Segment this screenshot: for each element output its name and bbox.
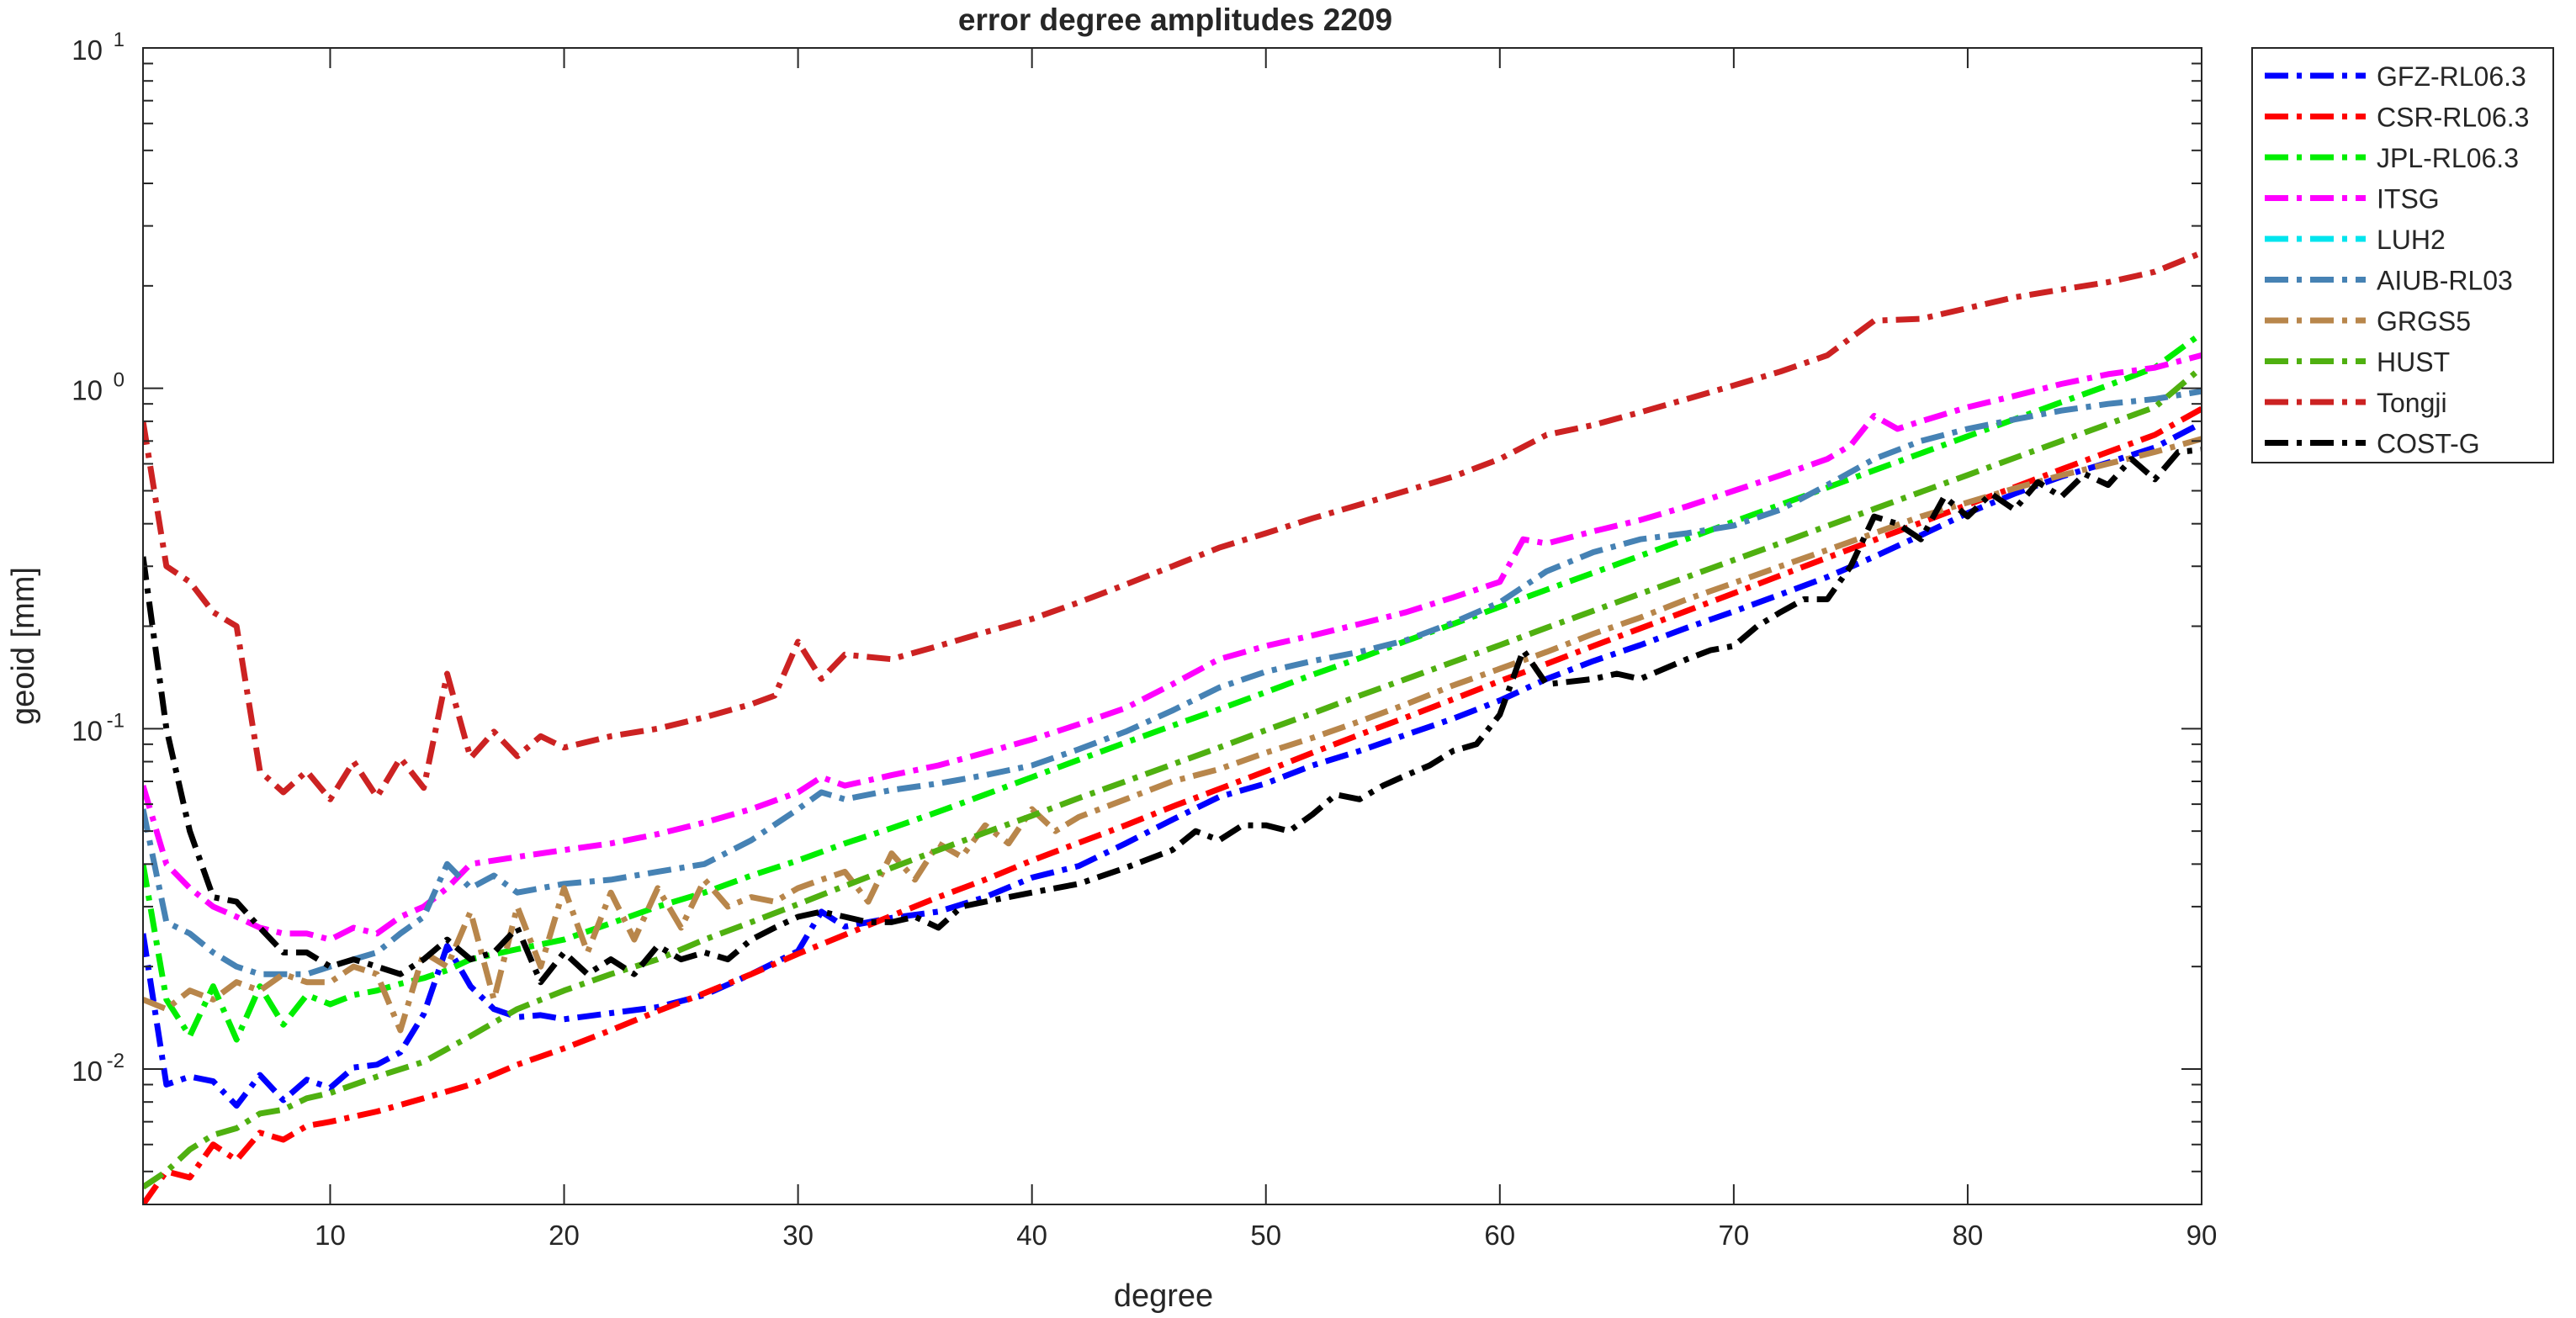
y-tick-label: 10 [72, 375, 103, 406]
chart-title: error degree amplitudes 2209 [958, 3, 1392, 37]
x-tick-label: 80 [1953, 1220, 1984, 1251]
x-tick-label: 50 [1250, 1220, 1281, 1251]
plot-frame [142, 47, 2202, 1205]
y-tick-exponent: 1 [114, 29, 125, 51]
y-tick-label: 10 [72, 34, 103, 66]
series-line-tongji [143, 250, 2202, 802]
series-layer [143, 250, 2202, 1204]
plot-area [143, 48, 2202, 1204]
legend-label: GFZ-RL06.3 [2377, 61, 2526, 92]
y-tick-label: 10 [72, 715, 103, 746]
series-line-grgs5 [143, 436, 2202, 1034]
legend-label: JPL-RL06.3 [2377, 143, 2519, 173]
x-tick-label: 70 [1719, 1220, 1750, 1251]
x-tick-label: 10 [315, 1220, 346, 1251]
legend-label: LUH2 [2377, 225, 2446, 255]
legend-label: AIUB-RL03 [2377, 266, 2513, 296]
x-tick-label: 60 [1484, 1220, 1515, 1251]
series-line-hust [143, 365, 2202, 1190]
x-tick-label: 30 [782, 1220, 814, 1251]
x-tick-label: 90 [2186, 1220, 2218, 1251]
legend-box [2251, 47, 2554, 463]
y-axis-label: geoid [mm] [6, 567, 41, 725]
y-tick-label: 10 [72, 1056, 103, 1087]
legend-label: COST-G [2377, 429, 2480, 459]
x-tick-label: 40 [1016, 1220, 1047, 1251]
series-line-aiub-rl03 [143, 388, 2202, 977]
series-line-csr-rl06-3 [143, 406, 2202, 1204]
legend-label: GRGS5 [2377, 306, 2471, 336]
x-tick-label: 20 [549, 1220, 580, 1251]
x-axis-label: degree [1114, 1278, 1213, 1314]
y-tick-exponent: -1 [107, 709, 125, 732]
legend-label: ITSG [2377, 184, 2440, 214]
legend: GFZ-RL06.3 CSR-RL06.3 JPL-RL06.3 ITSG LUH2 AI… [2251, 47, 2554, 463]
legend-label: CSR-RL06.3 [2377, 103, 2529, 133]
legend-label: Tongji [2377, 388, 2447, 418]
y-tick-exponent: 0 [114, 369, 125, 392]
series-line-cost-g [143, 447, 2202, 986]
y-tick-exponent: -2 [107, 1050, 125, 1072]
legend-label: HUST [2377, 347, 2450, 378]
